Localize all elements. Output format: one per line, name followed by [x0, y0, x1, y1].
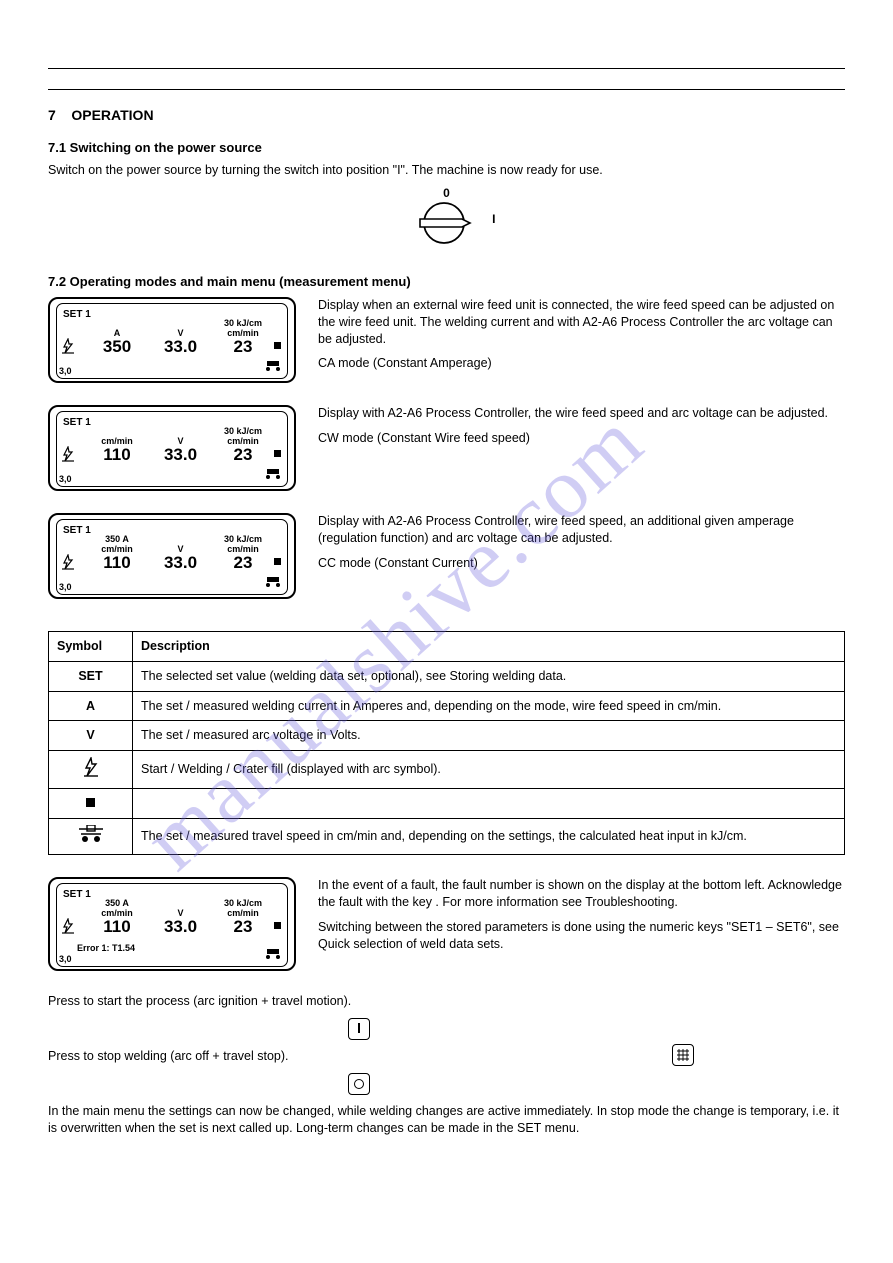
stop-key-icon	[348, 1073, 370, 1095]
heading-7-1: 7.1 Switching on the power source	[48, 139, 845, 157]
sym-arc	[49, 751, 133, 789]
table-row: Start / Welding / Crater fill (displayed…	[49, 751, 845, 789]
lcd-volt-val: 33.0	[153, 338, 208, 355]
desc-tractor: The set / measured travel speed in cm/mi…	[133, 819, 845, 855]
table-row: A The set / measured welding current in …	[49, 691, 845, 721]
arc-icon	[61, 338, 75, 358]
col-symbol: Symbol	[49, 631, 133, 661]
lcd-panel-cw: SET 1 cm/min 110 V 33.0 30 kJ/cm cm/min …	[48, 405, 296, 491]
para-cc-1: Display with A2-A6 Process Controller, w…	[318, 513, 845, 547]
para-start: Press to start the process (arc ignition…	[48, 993, 845, 1010]
lcd-panel-ca: SET 1 A 350 V 33.0 30 kJ/cm cm/min 23	[48, 297, 296, 383]
para-cw-1: Display with A2-A6 Process Controller, t…	[318, 405, 845, 422]
ack-key-icon	[672, 1044, 694, 1066]
lcd-amp-pre: 350	[105, 534, 120, 544]
arc-icon	[82, 757, 100, 782]
lcd-error-text: Error 1: T1.54	[77, 942, 135, 954]
sym-v: V	[49, 721, 133, 751]
lcd-amp-val: 350	[81, 338, 153, 355]
para-ca-2: CA mode (Constant Amperage)	[318, 355, 845, 372]
col-desc: Description	[133, 631, 845, 661]
symbol-table: Symbol Description SET The selected set …	[48, 631, 845, 855]
para-cc-2: CC mode (Constant Current)	[318, 555, 845, 572]
desc-v: The set / measured arc voltage in Volts.	[133, 721, 845, 751]
lcd-travel-val: 23	[208, 554, 278, 571]
desc-a: The set / measured welding current in Am…	[133, 691, 845, 721]
lcd-panel-error: SET 1 350 A cm/min 110 V 33.0 30 kJ/cm c…	[48, 877, 296, 971]
start-key-icon	[348, 1018, 370, 1040]
lcd-amp-lab2: A	[122, 898, 129, 908]
sym-tractor	[49, 819, 133, 855]
stop-indicator-icon	[86, 798, 95, 807]
rotary-switch-figure: 0 I	[48, 189, 845, 249]
heading-7-2: 7.2 Operating modes and main menu (measu…	[48, 273, 845, 291]
tractor-icon	[263, 466, 283, 484]
stop-indicator-icon	[274, 342, 281, 349]
lcd-volt-val: 33.0	[153, 918, 208, 935]
desc-set: The selected set value (welding data set…	[133, 661, 845, 691]
stop-indicator-icon	[274, 922, 281, 929]
sym-set: SET	[49, 661, 133, 691]
table-row: The set / measured travel speed in cm/mi…	[49, 819, 845, 855]
section-title: 7 OPERATION	[48, 106, 845, 125]
lcd-amp-pre: 350	[105, 898, 120, 908]
lcd-travel-val: 23	[208, 918, 278, 935]
arc-icon	[61, 446, 75, 466]
para-cw-2: CW mode (Constant Wire feed speed)	[318, 430, 845, 447]
para-err-2: Switching between the stored parameters …	[318, 919, 845, 953]
para-ca-1: Display when an external wire feed unit …	[318, 297, 845, 348]
sym-block	[49, 789, 133, 819]
section-num: 7	[48, 107, 56, 123]
rule-top-2	[48, 89, 845, 90]
tractor-icon	[263, 574, 283, 592]
lcd-volt-val: 33.0	[153, 446, 208, 463]
lcd-foot-left: 3,0	[59, 365, 72, 377]
lcd-travel-val: 23	[208, 446, 278, 463]
tractor-icon	[263, 358, 283, 376]
stop-indicator-icon	[274, 558, 281, 565]
lcd-volt-val: 33.0	[153, 554, 208, 571]
para-stop: Press to stop welding (arc off + travel …	[48, 1048, 845, 1065]
arc-icon	[61, 554, 75, 574]
arc-icon	[61, 918, 75, 938]
sym-a: A	[49, 691, 133, 721]
switch-pos-1: I	[492, 211, 495, 227]
table-row	[49, 789, 845, 819]
para-7-1: Switch on the power source by turning th…	[48, 162, 845, 179]
section-name: OPERATION	[71, 107, 153, 123]
para-err-1: In the event of a fault, the fault numbe…	[318, 877, 845, 911]
tractor-icon	[77, 825, 105, 848]
lcd-wire-val: 110	[81, 918, 153, 935]
para-final: In the main menu the settings can now be…	[48, 1103, 845, 1137]
table-header-row: Symbol Description	[49, 631, 845, 661]
stop-indicator-icon	[274, 450, 281, 457]
lcd-foot-left: 3,0	[59, 953, 72, 965]
switch-pos-0: 0	[443, 185, 450, 201]
lcd-amp-lab2: A	[122, 534, 129, 544]
desc-block	[133, 789, 845, 819]
desc-arc: Start / Welding / Crater fill (displayed…	[133, 751, 845, 789]
table-row: V The set / measured arc voltage in Volt…	[49, 721, 845, 751]
para-start-text: Press to start the process (arc ignition…	[48, 994, 351, 1008]
lcd-panel-cc: SET 1 350 A cm/min 110 V 33.0 30 kJ/cm c…	[48, 513, 296, 599]
lcd-travel-val: 23	[208, 338, 278, 355]
lcd-wire-val: 110	[81, 554, 153, 571]
lcd-foot-left: 3,0	[59, 581, 72, 593]
table-row: SET The selected set value (welding data…	[49, 661, 845, 691]
para-stop-text: Press to stop welding (arc off + travel …	[48, 1049, 289, 1063]
lcd-wire-val: 110	[81, 446, 153, 463]
lcd-foot-left: 3,0	[59, 473, 72, 485]
tractor-icon	[263, 946, 283, 964]
